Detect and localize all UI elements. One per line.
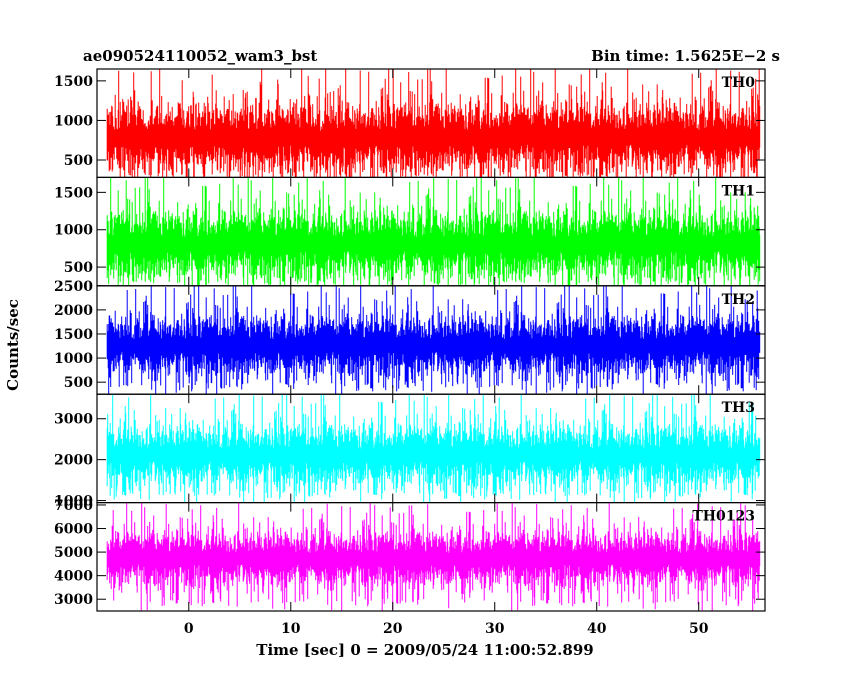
x-tick-label: 50 bbox=[689, 621, 709, 637]
series-trace-th3 bbox=[106, 394, 761, 503]
y-tick-label: 2500 bbox=[54, 279, 93, 295]
y-tick-label: 1500 bbox=[54, 327, 93, 343]
x-tick-label: 10 bbox=[281, 621, 301, 637]
x-tick-label: 30 bbox=[485, 621, 505, 637]
series-trace-th1 bbox=[106, 177, 761, 286]
y-axis-label: Counts/sec bbox=[4, 299, 22, 391]
x-axis-label: Time [sec] 0 = 2009/05/24 11:00:52.899 bbox=[256, 641, 593, 659]
y-tick-label: 1500 bbox=[54, 185, 93, 201]
y-tick-label: 1000 bbox=[54, 113, 93, 129]
x-tick-label: 20 bbox=[383, 621, 403, 637]
y-tick-label: 500 bbox=[64, 153, 93, 169]
panel-label-th0: TH0 bbox=[722, 75, 756, 91]
y-tick-label: 1000 bbox=[54, 494, 93, 510]
x-tick-label: 0 bbox=[184, 621, 194, 637]
bin-time-label: Bin time: 1.5625E−2 s bbox=[591, 47, 780, 65]
series-trace-th2 bbox=[106, 285, 761, 395]
chart-title: ae090524110052_wam3_bst bbox=[83, 47, 317, 65]
y-tick-label: 4000 bbox=[54, 569, 93, 585]
panel-label-th1: TH1 bbox=[722, 183, 755, 199]
panel-label-th0123: TH0123 bbox=[692, 509, 755, 525]
y-tick-label: 5000 bbox=[54, 545, 93, 561]
y-tick-label: 7000 bbox=[54, 498, 93, 514]
panel-frame-th0123 bbox=[96, 502, 766, 612]
y-tick-label: 1000 bbox=[54, 223, 93, 239]
y-tick-label: 3000 bbox=[54, 592, 93, 608]
panel-label-th2: TH2 bbox=[722, 292, 755, 308]
y-tick-label: 500 bbox=[64, 260, 93, 276]
y-tick-label: 6000 bbox=[54, 522, 93, 538]
y-tick-label: 1500 bbox=[54, 74, 93, 90]
y-tick-label: 2000 bbox=[54, 453, 93, 469]
y-tick-label: 2000 bbox=[54, 303, 93, 319]
series-trace-th0123 bbox=[106, 502, 761, 611]
panel-label-th3: TH3 bbox=[722, 400, 755, 416]
y-tick-label: 500 bbox=[64, 375, 93, 391]
y-tick-label: 3000 bbox=[54, 412, 93, 428]
series-trace-th0 bbox=[106, 69, 761, 178]
y-tick-label: 1000 bbox=[54, 351, 93, 367]
x-tick-label: 40 bbox=[587, 621, 607, 637]
